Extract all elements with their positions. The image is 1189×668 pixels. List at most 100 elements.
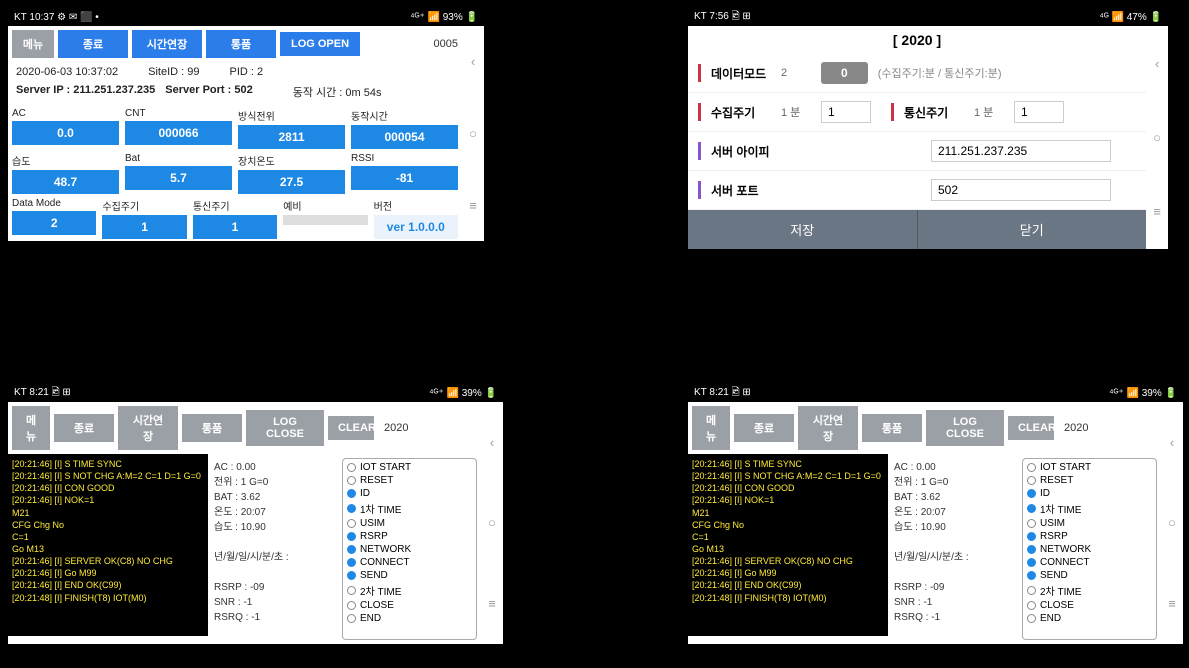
- ip-input[interactable]: [931, 140, 1111, 162]
- radio-option[interactable]: END: [1025, 612, 1154, 625]
- product-button[interactable]: 통품: [862, 414, 922, 442]
- menu-button[interactable]: 메뉴: [12, 406, 50, 450]
- comm-input[interactable]: [1014, 101, 1064, 123]
- radio-option[interactable]: RESET: [1025, 474, 1154, 487]
- radio-option[interactable]: 2차 TIME: [1025, 582, 1154, 599]
- server-ip: Server IP : 211.251.237.235: [16, 84, 155, 100]
- exit-button[interactable]: 종료: [734, 414, 794, 442]
- status-bar: KT 8:21 🖻 ⊞ ⁴ᴳ⁺ 📶 39% 🔋: [688, 384, 1183, 402]
- radio-option[interactable]: RSRP: [345, 530, 474, 543]
- product-button[interactable]: 통품: [182, 414, 242, 442]
- metric-value: 2811: [238, 125, 345, 149]
- metric-label: AC: [12, 106, 119, 121]
- year-label: 2020: [384, 422, 408, 434]
- menu-button[interactable]: 메뉴: [12, 30, 54, 58]
- menu-icon[interactable]: ≡: [1168, 596, 1176, 611]
- radio-option[interactable]: RESET: [345, 474, 474, 487]
- status-left: KT 7:56 🖻 ⊞: [694, 9, 751, 26]
- mid-line: AC : 0.00: [214, 460, 332, 475]
- mid-line: RSRQ : -1: [894, 610, 1012, 625]
- radio-label: CLOSE: [1040, 600, 1074, 611]
- radio-option[interactable]: ID: [1025, 487, 1154, 500]
- radio-option[interactable]: NETWORK: [1025, 543, 1154, 556]
- metric: RSSI-81: [351, 151, 458, 194]
- exit-button[interactable]: 종료: [54, 414, 114, 442]
- menu-icon[interactable]: ≡: [488, 596, 496, 611]
- telemetry-column: AC : 0.00전위 : 1 G=0BAT : 3.62온도 : 20:07습…: [888, 454, 1018, 644]
- radio-dot: [347, 558, 356, 567]
- log-close-button[interactable]: LOG CLOSE: [246, 410, 324, 446]
- circle-icon[interactable]: ○: [1153, 130, 1161, 145]
- server-port: Server Port : 502: [165, 84, 252, 100]
- log-close-button[interactable]: LOG CLOSE: [926, 410, 1004, 446]
- mid-line: SNR : -1: [214, 595, 332, 610]
- mid-line: 습도 : 10.90: [214, 520, 332, 535]
- datamode-toggle[interactable]: 0: [821, 62, 868, 84]
- metrics-row-2: 습도48.7Bat5.7장치온도27.5RSSI-81: [8, 151, 462, 196]
- back-icon[interactable]: ‹: [490, 435, 494, 450]
- radio-dot: [1027, 504, 1036, 513]
- exit-button[interactable]: 종료: [58, 30, 128, 58]
- circle-icon[interactable]: ○: [469, 126, 477, 141]
- back-icon[interactable]: ‹: [1155, 56, 1159, 71]
- circle-icon[interactable]: ○: [1168, 515, 1176, 530]
- radio-option[interactable]: CONNECT: [345, 556, 474, 569]
- port-input[interactable]: [931, 179, 1111, 201]
- menu-button[interactable]: 메뉴: [692, 406, 730, 450]
- radio-option[interactable]: CONNECT: [1025, 556, 1154, 569]
- radio-option[interactable]: ID: [345, 487, 474, 500]
- metric-label: 수집주기: [102, 196, 186, 215]
- port-label: 서버 포트: [711, 182, 931, 199]
- mid-line: 온도 : 20:07: [214, 505, 332, 520]
- close-button[interactable]: 닫기: [917, 210, 1147, 249]
- radio-option[interactable]: CLOSE: [345, 599, 474, 612]
- save-button[interactable]: 저장: [688, 210, 917, 249]
- menu-icon[interactable]: ≡: [1153, 204, 1161, 219]
- radio-option[interactable]: SEND: [345, 569, 474, 582]
- extend-button[interactable]: 시간연장: [798, 406, 858, 450]
- comm-label: 통신주기: [904, 104, 974, 121]
- metric-value: 000066: [125, 121, 232, 145]
- info-row-2: Server IP : 211.251.237.235 Server Port …: [8, 82, 462, 106]
- radio-dot: [1027, 489, 1036, 498]
- toolbar: 메뉴 종료 시간연장 통품 LOG OPEN 0005: [8, 26, 462, 62]
- radio-option[interactable]: 2차 TIME: [345, 582, 474, 599]
- log-open-button[interactable]: LOG OPEN: [280, 32, 360, 56]
- product-button[interactable]: 통품: [206, 30, 276, 58]
- extend-button[interactable]: 시간연장: [132, 30, 202, 58]
- radio-label: USIM: [1040, 518, 1065, 529]
- radio-option[interactable]: 1차 TIME: [345, 500, 474, 517]
- radio-dot: [1027, 571, 1036, 580]
- extend-button[interactable]: 시간연장: [118, 406, 178, 450]
- back-icon[interactable]: ‹: [471, 54, 475, 69]
- bar-indicator: [698, 103, 701, 121]
- collect-input[interactable]: [821, 101, 871, 123]
- radio-option[interactable]: USIM: [345, 517, 474, 530]
- clear-button[interactable]: CLEAR: [328, 416, 374, 440]
- radio-option[interactable]: CLOSE: [1025, 599, 1154, 612]
- mid-line: AC : 0.00: [894, 460, 1012, 475]
- radio-dot: [347, 519, 356, 528]
- radio-option[interactable]: SEND: [1025, 569, 1154, 582]
- menu-icon[interactable]: ≡: [469, 198, 477, 213]
- radio-option[interactable]: END: [345, 612, 474, 625]
- status-right: ⁴ᴳ 📶 47% 🔋: [1099, 12, 1162, 23]
- radio-option[interactable]: RSRP: [1025, 530, 1154, 543]
- radio-dot: [1027, 614, 1036, 623]
- radio-column: IOT STARTRESETID1차 TIMEUSIMRSRPNETWORKCO…: [342, 458, 477, 640]
- back-icon[interactable]: ‹: [1170, 435, 1174, 450]
- radio-option[interactable]: IOT START: [345, 461, 474, 474]
- metric-label: 장치온도: [238, 151, 345, 170]
- radio-option[interactable]: IOT START: [1025, 461, 1154, 474]
- info-row-1: 2020-06-03 10:37:02 SiteID : 99 PID : 2: [8, 62, 462, 82]
- radio-dot: [347, 601, 356, 610]
- bar-indicator: [698, 64, 701, 82]
- circle-icon[interactable]: ○: [488, 515, 496, 530]
- radio-option[interactable]: NETWORK: [345, 543, 474, 556]
- radio-dot: [347, 545, 356, 554]
- radio-option[interactable]: USIM: [1025, 517, 1154, 530]
- clear-button[interactable]: CLEAR: [1008, 416, 1054, 440]
- radio-option[interactable]: 1차 TIME: [1025, 500, 1154, 517]
- metric-value: 000054: [351, 125, 458, 149]
- status-bar: KT 7:56 🖻 ⊞ ⁴ᴳ 📶 47% 🔋: [688, 8, 1168, 26]
